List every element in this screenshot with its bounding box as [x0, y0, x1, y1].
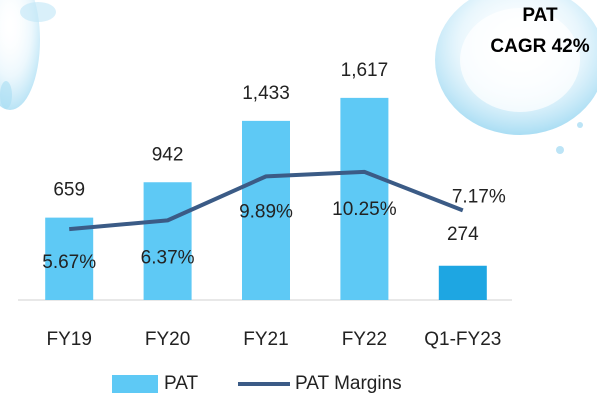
- water-decoration: [0, 0, 597, 154]
- legend-label: PAT Margins: [295, 373, 402, 394]
- line-value-label: 9.89%: [239, 201, 293, 222]
- bar: [438, 265, 487, 300]
- x-tick-label: Q1-FY23: [424, 329, 501, 350]
- bar-value-label: 274: [447, 224, 479, 245]
- line-value-label: 10.25%: [332, 199, 397, 220]
- annotation: CAGR 42%: [490, 36, 589, 57]
- bar-value-label: 1,617: [341, 60, 389, 81]
- line-value-label: 5.67%: [42, 252, 96, 273]
- line-value-label: 7.17%: [452, 186, 506, 207]
- bar-value-label: 659: [53, 180, 85, 201]
- line: [69, 169, 464, 232]
- bar-value-label: 942: [152, 144, 184, 165]
- bar: [340, 97, 389, 300]
- x-tick-label: FY22: [342, 329, 387, 350]
- bar: [45, 217, 94, 300]
- x-tick-label: FY20: [145, 329, 190, 350]
- x-tick-label: FY19: [46, 329, 91, 350]
- legend-label: PAT: [164, 373, 199, 394]
- bar-value-label: 1,433: [242, 83, 290, 104]
- annotation: PAT: [522, 5, 558, 26]
- line-value-label: 6.37%: [141, 247, 195, 268]
- bar: [242, 120, 290, 300]
- bar: [143, 182, 192, 300]
- legend-swatch: [112, 375, 158, 393]
- x-tick-label: FY21: [243, 329, 288, 350]
